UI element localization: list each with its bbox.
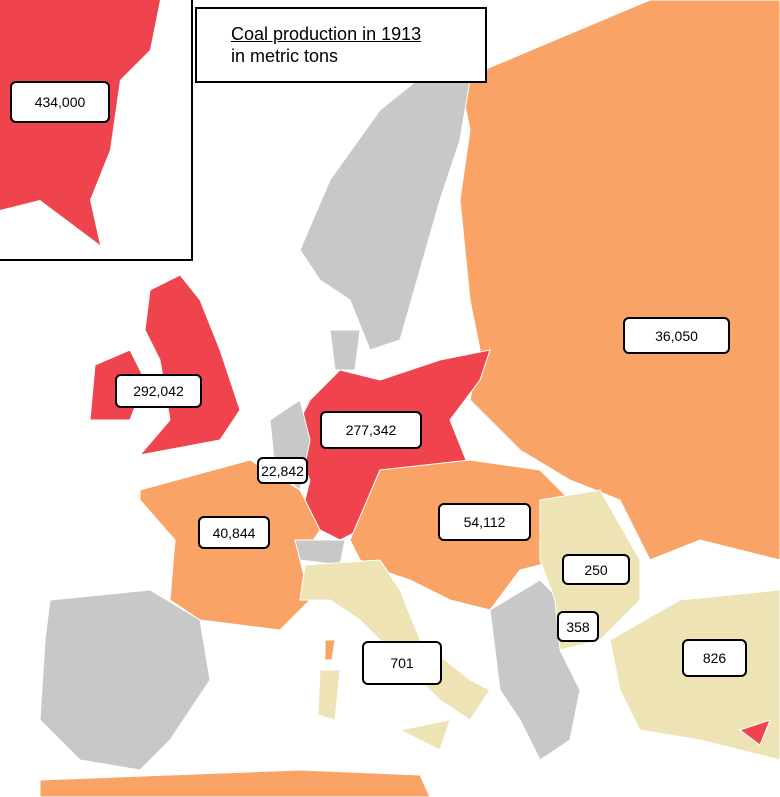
value-label: 292,042	[115, 374, 202, 408]
iberia	[39, 589, 211, 771]
value-label: 54,112	[438, 503, 531, 541]
russia	[459, 0, 780, 561]
land	[39, 0, 780, 797]
value-label: 250	[562, 554, 630, 585]
value-label: 40,844	[198, 516, 270, 549]
value-label: 277,342	[320, 411, 422, 449]
title: Coal production in 1913	[231, 24, 422, 44]
value-label: 701	[362, 641, 442, 685]
denmark	[329, 329, 361, 371]
title-box: Coal production in 1913 in metric tons	[195, 7, 487, 83]
value-label: 358	[557, 611, 599, 642]
sicily	[398, 719, 451, 751]
italy	[299, 559, 491, 721]
sardinia	[317, 669, 341, 721]
cyprus	[738, 719, 771, 746]
value-label: 22,842	[257, 457, 308, 484]
north-africa	[39, 769, 431, 797]
value-label: 36,050	[623, 317, 730, 354]
subtitle: in metric tons	[231, 46, 339, 66]
value-label: 434,000	[10, 81, 110, 123]
scandinavia	[299, 69, 471, 351]
corsica	[324, 639, 336, 661]
value-label: 826	[682, 639, 747, 677]
britain	[138, 274, 241, 456]
switzerland	[294, 539, 346, 566]
